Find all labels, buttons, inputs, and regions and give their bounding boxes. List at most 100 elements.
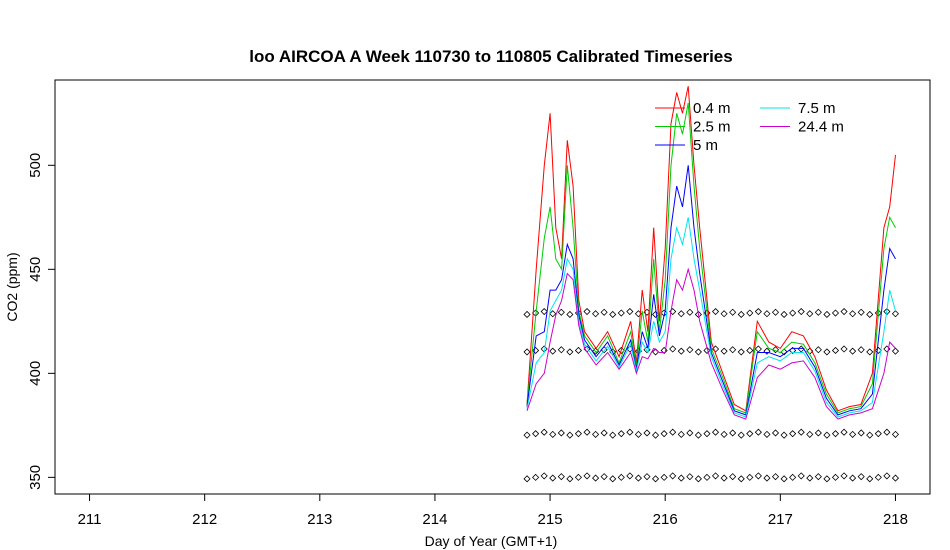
series-line-7-5-m-m — [526, 217, 896, 418]
calibration-point — [626, 472, 634, 480]
calibration-point — [703, 473, 711, 481]
legend-label: 5 m — [693, 137, 718, 154]
calibration-point — [866, 348, 874, 356]
calibration-point — [763, 430, 771, 438]
calibration-point — [823, 310, 831, 319]
calibration-point — [523, 310, 531, 319]
calibration-point — [600, 429, 608, 437]
legend-label: 7.5 m — [798, 100, 836, 117]
calibration-point — [806, 474, 814, 482]
calibration-point — [686, 473, 694, 481]
calibration-point — [831, 346, 840, 355]
calibration-point — [600, 473, 608, 481]
calibration-point — [857, 346, 865, 354]
x-axis-label: Day of Year (GMT+1) — [425, 533, 558, 549]
calibration-point — [643, 473, 651, 481]
calibration-point — [746, 309, 754, 317]
calibration-point — [694, 348, 702, 356]
calibration-point — [746, 473, 754, 481]
legend-label: 2.5 m — [693, 119, 731, 136]
calibration-point — [840, 472, 848, 480]
calibration-point — [566, 475, 574, 483]
calibration-markers — [523, 307, 900, 483]
calibration-point — [823, 475, 831, 483]
calibration-point — [754, 345, 762, 353]
calibration-point — [874, 430, 882, 438]
calibration-point — [831, 473, 840, 481]
calibration-point — [891, 310, 900, 318]
calibration-point — [849, 310, 857, 318]
calibration-point — [532, 430, 540, 438]
calibration-point — [866, 431, 874, 439]
calibration-point — [703, 346, 711, 355]
calibration-point — [574, 473, 583, 481]
calibration-point — [797, 307, 805, 316]
calibration-point — [814, 308, 822, 316]
calibration-point — [720, 474, 728, 482]
calibration-point — [557, 473, 565, 481]
calibration-point — [814, 429, 822, 437]
calibration-point — [660, 430, 668, 438]
x-tick-label: 214 — [422, 511, 447, 528]
calibration-point — [557, 429, 565, 437]
calibration-point — [634, 430, 642, 438]
y-tick-label: 450 — [27, 257, 44, 282]
calibration-point — [711, 307, 720, 316]
calibration-point — [849, 430, 857, 438]
legend: 0.4 m 2.5 m5 m 7.5 m 24.4 m — [655, 100, 844, 154]
calibration-point — [677, 474, 685, 482]
calibration-point — [617, 309, 625, 317]
x-tick-label: 217 — [768, 511, 793, 528]
calibration-point — [609, 310, 617, 319]
calibration-point — [703, 430, 711, 438]
calibration-point — [746, 430, 754, 438]
calibration-point — [780, 310, 788, 319]
calibration-point — [874, 473, 882, 481]
calibration-point — [737, 431, 745, 439]
y-axis: 350 400 450 500 — [27, 153, 55, 490]
legend-label: 0.4 m — [693, 100, 731, 117]
series-lines — [526, 86, 896, 420]
calibration-point — [763, 310, 771, 318]
x-tick-label: 212 — [192, 511, 217, 528]
calibration-point — [883, 307, 891, 316]
calibration-point — [789, 309, 797, 317]
calibration-point — [643, 429, 651, 437]
calibration-point — [797, 428, 805, 436]
calibration-point — [720, 430, 728, 438]
calibration-point — [823, 348, 831, 356]
calibration-point — [711, 472, 720, 480]
calibration-point — [874, 346, 882, 355]
calibration-point — [677, 347, 685, 355]
calibration-point — [566, 431, 574, 439]
calibration-point — [617, 430, 625, 438]
calibration-point — [523, 475, 531, 483]
calibration-point — [737, 475, 745, 483]
calibration-point — [891, 347, 900, 355]
calibration-point — [609, 431, 617, 439]
calibration-point — [763, 347, 771, 355]
calibration-point — [720, 310, 728, 318]
calibration-point — [823, 431, 831, 439]
y-tick-label: 400 — [27, 361, 44, 386]
calibration-point — [729, 308, 737, 316]
calibration-point — [523, 431, 531, 439]
calibration-point — [891, 430, 900, 438]
calibration-point — [763, 474, 771, 482]
calibration-point — [540, 428, 548, 436]
plot-frame — [54, 79, 931, 495]
calibration-point — [746, 346, 754, 355]
series-line-5-m-m — [526, 165, 896, 416]
calibration-point — [849, 347, 857, 355]
calibration-point — [814, 473, 822, 481]
y-axis-label: CO2 (ppm) — [4, 252, 20, 321]
calibration-point — [583, 428, 591, 436]
chart-title: loo AIRCOA A Week 110730 to 110805 Calib… — [249, 47, 732, 66]
calibration-point — [780, 431, 788, 439]
calibration-point — [609, 475, 617, 483]
calibration-point — [600, 308, 608, 316]
calibration-point — [651, 475, 660, 483]
series-line-24-4-m-m — [526, 267, 896, 420]
calibration-point — [840, 307, 848, 316]
